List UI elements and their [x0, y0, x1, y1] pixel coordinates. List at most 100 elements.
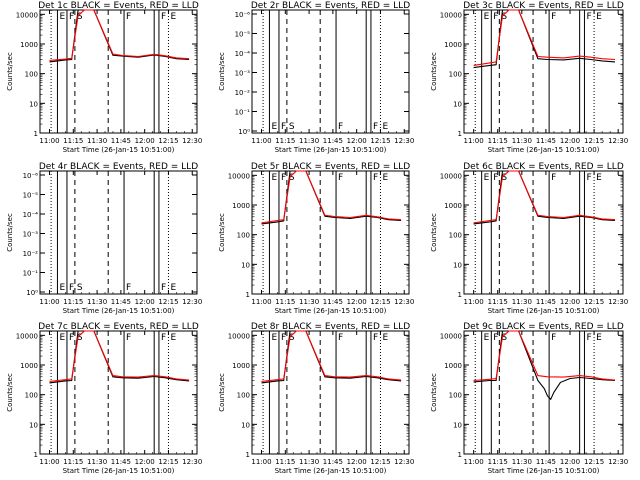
- x-axis-label: Start Time (26-Jan-15 10:51:00): [275, 307, 387, 315]
- y-tick-label: 1000: [444, 202, 462, 210]
- x-tick-label: 11:15: [488, 458, 508, 466]
- y-tick-label: 100: [449, 232, 462, 240]
- marker-label: F: [493, 12, 498, 22]
- marker-label: F: [338, 122, 343, 132]
- y-axis-label: Counts/sec: [6, 213, 14, 252]
- x-tick-label: 12:15: [370, 458, 390, 466]
- y-tick-label: 10000: [16, 332, 38, 340]
- panel-title: Det 3c BLACK = Events, RED = LLD: [463, 1, 624, 11]
- marker-label: S: [77, 283, 83, 293]
- x-tick-label: 11:30: [299, 298, 319, 306]
- x-tick-label: 11:00: [464, 137, 484, 145]
- y-tick-label: 1000: [232, 362, 250, 370]
- x-tick-label: 12:15: [158, 298, 178, 306]
- panel-3: Det 3c BLACK = Events, RED = LLD Counts/s…: [430, 1, 628, 154]
- x-tick-label: 12:00: [347, 137, 367, 145]
- marker-label: S: [289, 333, 295, 343]
- marker-label: S: [289, 173, 295, 183]
- plot-frame: [463, 9, 624, 134]
- y-tick-label: 1000: [444, 41, 462, 49]
- marker-label: F: [126, 283, 131, 293]
- x-tick-label: 11:00: [251, 137, 271, 145]
- y-tick-label: 1000: [20, 41, 38, 49]
- x-tick-label: 11:45: [536, 458, 556, 466]
- y-tick-label: 10⁻⁵: [23, 192, 39, 200]
- marker-label: F: [281, 173, 286, 183]
- y-tick-label: 100: [449, 71, 462, 79]
- marker-label: E: [59, 12, 65, 22]
- marker-label: S: [501, 12, 507, 22]
- y-tick-label: 1: [34, 130, 38, 138]
- y-tick-label: 10⁻³: [23, 231, 39, 239]
- x-axis-label: Start Time (26-Jan-15 10:51:00): [63, 467, 175, 475]
- marker-label: F: [69, 333, 74, 343]
- marker-label: F: [551, 12, 556, 22]
- marker-label: E: [484, 12, 490, 22]
- marker-label: E: [382, 122, 388, 132]
- marker-label: F: [338, 333, 343, 343]
- panel-2: Det 2r BLACK = Events, RED = LLD Counts/s…: [218, 1, 414, 154]
- panel-8: Det 8r BLACK = Events, RED = LLD Counts/s…: [218, 322, 414, 475]
- y-tick-label: 1: [246, 451, 250, 459]
- plot-frame: [463, 170, 624, 295]
- y-tick-label: 10: [453, 421, 462, 429]
- y-tick-label: 10⁻³: [235, 70, 251, 78]
- x-tick-label: 12:15: [584, 298, 604, 306]
- x-tick-label: 12:30: [182, 298, 202, 306]
- x-tick-label: 11:30: [299, 458, 319, 466]
- plot-frame: [39, 330, 198, 455]
- marker-label: F: [69, 12, 74, 22]
- y-tick-label: 10: [453, 100, 462, 108]
- x-tick-label: 11:15: [63, 458, 83, 466]
- y-tick-label: 10⁻⁵: [235, 31, 251, 39]
- y-tick-label: 100: [237, 392, 250, 400]
- marker-label: F: [373, 333, 378, 343]
- marker-label: S: [501, 173, 507, 183]
- x-tick-label: 11:30: [512, 458, 532, 466]
- x-tick-label: 12:15: [370, 137, 390, 145]
- y-tick-label: 10⁻⁴: [235, 50, 251, 58]
- series-events-line: [473, 9, 616, 69]
- x-axis-label: Start Time (26-Jan-15 10:51:00): [275, 146, 387, 154]
- marker-label: E: [382, 333, 388, 343]
- x-tick-label: 12:15: [584, 458, 604, 466]
- x-tick-label: 11:45: [111, 458, 131, 466]
- marker-label: E: [596, 12, 602, 22]
- series-lld-line: [261, 330, 402, 382]
- x-tick-label: 11:15: [275, 458, 295, 466]
- x-tick-label: 12:00: [347, 298, 367, 306]
- marker-label: E: [170, 333, 176, 343]
- x-tick-label: 11:00: [39, 298, 59, 306]
- y-axis-label: Counts/sec: [6, 373, 14, 412]
- y-axis-label: Counts/sec: [430, 213, 438, 252]
- x-tick-label: 12:30: [394, 137, 414, 145]
- x-tick-label: 11:30: [299, 137, 319, 145]
- x-tick-label: 11:00: [251, 298, 271, 306]
- y-axis-label: Counts/sec: [430, 52, 438, 91]
- marker-label: F: [493, 333, 498, 343]
- marker-label: F: [281, 122, 286, 132]
- marker-label: F: [126, 12, 131, 22]
- marker-label: S: [501, 333, 507, 343]
- y-tick-label: 10000: [440, 172, 462, 180]
- x-tick-label: 11:30: [87, 137, 107, 145]
- x-tick-label: 11:15: [63, 298, 83, 306]
- x-axis-label: Start Time (26-Jan-15 10:51:00): [63, 146, 175, 154]
- plot-frame: [463, 330, 624, 455]
- y-tick-label: 10: [241, 261, 250, 269]
- marker-label: F: [69, 283, 74, 293]
- x-tick-label: 12:30: [608, 137, 628, 145]
- x-tick-label: 11:15: [275, 298, 295, 306]
- y-tick-label: 10: [29, 100, 38, 108]
- x-tick-label: 11:45: [536, 298, 556, 306]
- marker-label: F: [586, 12, 591, 22]
- panel-title: Det 2r BLACK = Events, RED = LLD: [251, 1, 410, 11]
- marker-label: S: [77, 333, 83, 343]
- marker-label: E: [271, 333, 277, 343]
- y-tick-label: 10000: [16, 11, 38, 19]
- y-tick-label: 10000: [228, 332, 250, 340]
- marker-label: F: [161, 283, 166, 293]
- series-lld-line: [473, 9, 616, 66]
- x-tick-label: 12:30: [394, 458, 414, 466]
